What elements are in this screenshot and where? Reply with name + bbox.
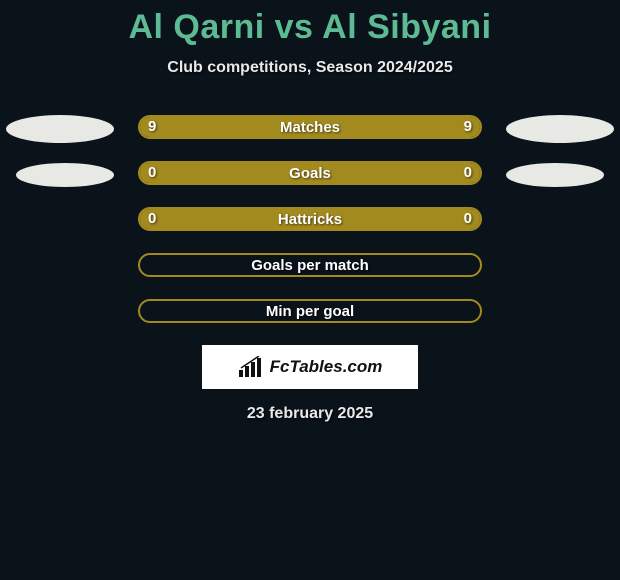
stat-value-right: 0 [464,210,472,227]
stats-area: 9 Matches 9 0 Goals 0 0 Hattricks 0 Goal… [0,115,620,325]
stat-value-right: 9 [464,118,472,135]
stat-fill-left [140,163,310,183]
stat-pill: Goals [138,161,482,185]
brand-text: FcTables.com [270,357,383,377]
stat-label: Min per goal [266,303,354,320]
stat-value-left: 9 [148,118,156,135]
stat-label: Matches [280,119,340,136]
subtitle: Club competitions, Season 2024/2025 [0,59,620,77]
stat-label: Goals per match [251,257,369,274]
stat-pill: Hattricks [138,207,482,231]
stat-row: Min per goal [0,299,620,325]
date-text: 23 february 2025 [0,405,620,423]
stat-row: 0 Hattricks 0 [0,207,620,233]
stat-pill: Matches [138,115,482,139]
bar-chart-icon [238,356,264,378]
stat-row: 9 Matches 9 [0,115,620,141]
stat-row: 0 Goals 0 [0,161,620,187]
stat-fill-right [310,163,480,183]
page-title: Al Qarni vs Al Sibyani [0,0,620,47]
stat-label: Goals [289,165,331,182]
stat-pill: Goals per match [138,253,482,277]
stat-label: Hattricks [278,211,342,228]
brand-box[interactable]: FcTables.com [202,345,418,389]
stat-value-left: 0 [148,164,156,181]
stat-value-left: 0 [148,210,156,227]
stat-row: Goals per match [0,253,620,279]
stat-value-right: 0 [464,164,472,181]
stat-pill: Min per goal [138,299,482,323]
